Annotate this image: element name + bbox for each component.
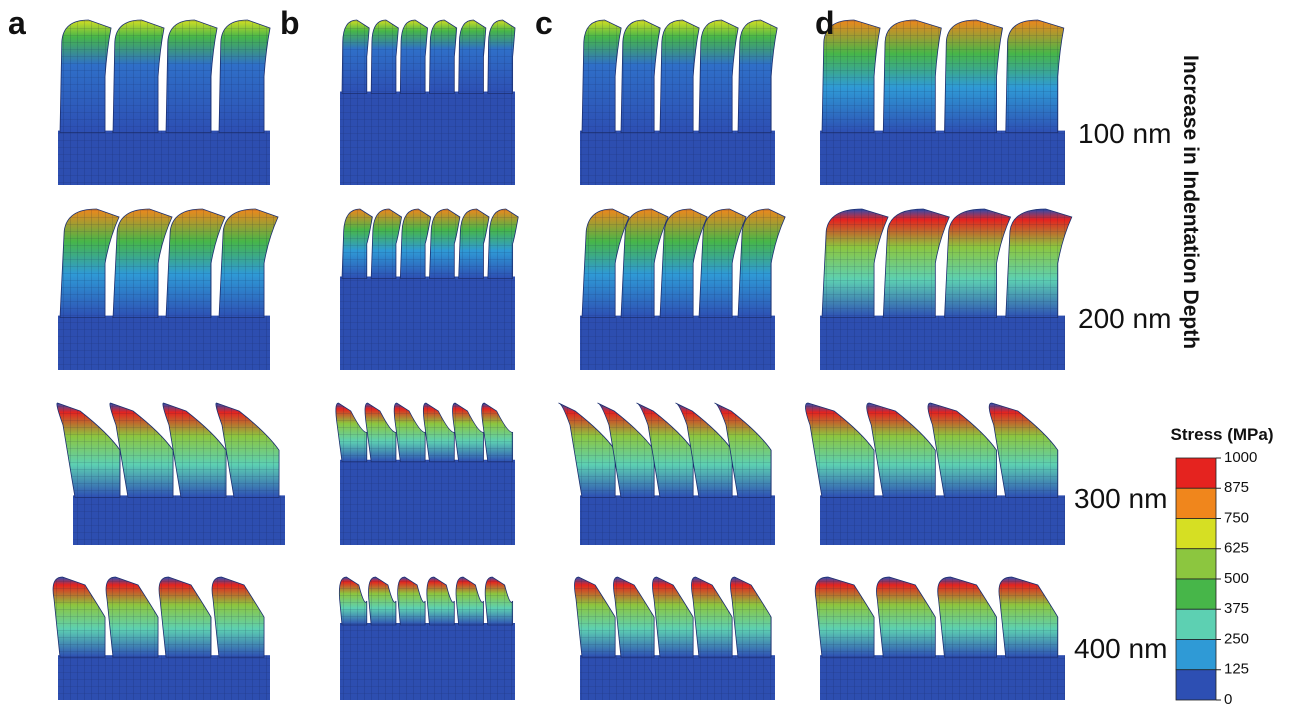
mesh xyxy=(400,20,427,94)
mesh xyxy=(60,20,111,133)
colorbar-segment xyxy=(1176,609,1216,639)
colorbar-segment xyxy=(1176,488,1216,518)
mesh xyxy=(371,20,398,94)
depth-label: 100 nm xyxy=(1078,118,1171,149)
depth-label: 400 nm xyxy=(1074,633,1167,664)
simulation-image xyxy=(580,20,777,185)
simulation-image xyxy=(580,209,785,370)
colorbar-tick-label: 500 xyxy=(1224,570,1249,587)
colorbar-tick-label: 875 xyxy=(1224,479,1249,496)
depth-label: 300 nm xyxy=(1074,483,1167,514)
axis-label: Increase in Indentation Depth xyxy=(1179,55,1202,349)
mesh xyxy=(73,495,285,545)
mesh xyxy=(820,655,1065,700)
mesh xyxy=(580,495,775,545)
colorbar-segment xyxy=(1176,458,1216,488)
panel-label: b xyxy=(280,5,300,41)
simulation-image xyxy=(559,403,775,545)
mesh xyxy=(219,20,270,133)
depth-label: 200 nm xyxy=(1078,303,1171,334)
mesh xyxy=(820,316,1065,370)
colorbar-tick-label: 375 xyxy=(1224,600,1249,617)
colorbar-segment xyxy=(1176,670,1216,700)
simulation-image xyxy=(57,403,285,545)
mesh xyxy=(945,20,1003,133)
mesh xyxy=(488,20,515,94)
colorbar-segment xyxy=(1176,519,1216,549)
colorbar-segment xyxy=(1176,640,1216,670)
mesh xyxy=(580,131,775,185)
mesh xyxy=(580,316,775,370)
colorbar-title: Stress (MPa) xyxy=(1171,425,1274,444)
colorbar-segment xyxy=(1176,579,1216,609)
mesh xyxy=(820,131,1065,185)
colorbar-tick-label: 750 xyxy=(1224,509,1249,526)
mesh xyxy=(459,20,486,94)
mesh xyxy=(58,655,270,700)
mesh xyxy=(883,20,941,133)
colorbar-tick-label: 1000 xyxy=(1224,449,1257,466)
panel-label: c xyxy=(535,5,553,41)
mesh xyxy=(340,92,515,186)
colorbar-tick-label: 250 xyxy=(1224,630,1249,647)
panel-label: d xyxy=(815,5,835,41)
colorbar-segment xyxy=(1176,549,1216,579)
mesh xyxy=(166,20,217,133)
mesh xyxy=(340,277,515,371)
mesh xyxy=(340,623,515,700)
mesh xyxy=(1006,20,1064,133)
colorbar-tick-label: 125 xyxy=(1224,661,1249,678)
mesh xyxy=(580,655,775,700)
mesh xyxy=(820,495,1065,545)
mesh xyxy=(340,460,515,545)
panel-label: a xyxy=(8,5,26,41)
figure: a b c d 100 nm 200 nm 300 nm 400 nm Incr… xyxy=(0,0,1291,709)
mesh xyxy=(113,20,164,133)
mesh xyxy=(430,20,457,94)
simulation-image xyxy=(805,403,1065,545)
colorbar-tick-label: 625 xyxy=(1224,540,1249,557)
mesh xyxy=(342,20,369,94)
mesh xyxy=(58,131,270,185)
mesh xyxy=(58,316,270,370)
colorbar-tick-label: 0 xyxy=(1224,691,1232,708)
